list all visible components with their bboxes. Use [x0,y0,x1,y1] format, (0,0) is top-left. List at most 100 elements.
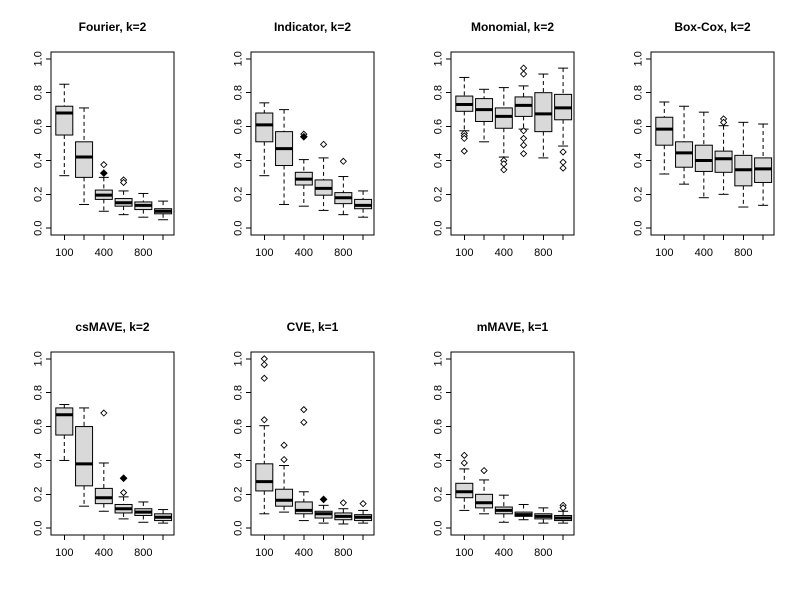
y-axis-tick-label: 1.0 [33,51,45,66]
panel-boxcox-k2: 0.0 0.2 0.4 0.6 0.8 1.0 100 400 800 Box-Cox, k=2 [600,0,800,300]
outlier-point [260,374,268,382]
y-axis-tick-label: 0.8 [33,385,45,400]
x-axis-tick-label: 400 [495,247,513,259]
x-axis-tick-label: 800 [734,247,752,259]
x-axis-tick-label: 100 [55,247,73,259]
plot-frame [450,351,575,536]
outlier-point-filled [99,169,108,178]
outlier-point [719,118,728,126]
y-axis-tick-label: 1.0 [433,51,445,66]
y-axis-tick-label: 1.0 [233,351,245,366]
outlier-point [519,127,528,135]
panel-cve-k1: 0.0 0.2 0.4 0.6 0.8 1.0 100 400 800 CVE, k=1 [200,300,400,600]
iqr-box [255,112,274,143]
outlier-point [260,416,268,424]
x-axis-tick-label: 800 [334,547,352,559]
panel-title: Box-Cox, k=2 [674,20,751,34]
monomial-boxplot-svg: 0.0 0.2 0.4 0.6 0.8 1.0 100 400 800 [433,51,575,259]
outlier-point [359,500,367,508]
outlier-point [260,355,268,363]
outlier-point [119,178,128,187]
y-axis-tick-label: 1.0 [233,51,245,66]
csmave-boxplot-svg: 0.0 0.2 0.4 0.6 0.8 1.0 100 400 800 [33,351,175,559]
y-axis-tick-label: 0.0 [433,521,445,536]
y-axis-tick-label: 0.0 [33,221,45,236]
outlier-point [460,134,468,143]
iqr-box [275,488,294,507]
outlier-point [100,161,108,169]
cve-boxplot-svg: 0.0 0.2 0.4 0.6 0.8 1.0 100 400 800 [233,351,375,559]
panel-csmave-k2: 0.0 0.2 0.4 0.6 0.8 1.0 100 400 800 csMAVE, k=2 [0,300,200,600]
outlier-point [460,451,468,459]
outlier-point [300,405,308,414]
panel-mmave-k1: 0.0 0.2 0.4 0.6 0.8 1.0 100 400 800 mMAVE, k=1 [400,300,600,600]
y-axis-tick-label: 0.8 [233,85,245,100]
outlier-point [460,147,468,155]
x-axis-tick-label: 100 [655,247,673,259]
panel-title: Indicator, k=2 [273,20,352,34]
y-axis-tick-label: 0.2 [633,187,645,202]
plot-frame [250,51,375,236]
panel-title: mMAVE, k=1 [476,320,549,334]
x-axis-tick-label: 800 [534,247,552,259]
y-axis-tick-label: 0.2 [433,487,445,502]
outlier-point [519,134,528,143]
iqr-box [55,407,74,436]
y-axis-tick-label: 0.0 [633,221,645,236]
outlier-point [300,418,308,426]
iqr-box [494,107,513,129]
x-axis-tick-label: 400 [95,247,113,259]
y-axis-tick-label: 0.6 [233,119,245,134]
y-axis-tick-label: 0.6 [433,119,445,134]
x-axis-tick-label: 100 [255,547,273,559]
y-axis-tick-label: 0.0 [433,221,445,236]
iqr-box [55,105,74,136]
indicator-boxplot-svg: 0.0 0.2 0.4 0.6 0.8 1.0 100 400 800 [233,51,375,259]
iqr-box [714,150,733,173]
panel-title: Fourier, k=2 [78,20,147,34]
panel-title: Monomial, k=2 [470,20,555,34]
outlier-point [559,158,567,166]
y-axis-tick-label: 0.0 [233,521,245,536]
x-axis-tick-label: 800 [334,247,352,259]
iqr-box [294,501,313,515]
outlier-point [519,141,528,149]
y-axis-tick-label: 0.6 [433,419,445,434]
outlier-point [339,157,347,165]
x-axis-tick-label: 100 [255,247,273,259]
y-axis-tick-label: 0.8 [233,385,245,400]
y-axis-tick-label: 0.0 [33,521,45,536]
iqr-box [675,141,694,168]
panel-monomial-k2: 0.0 0.2 0.4 0.6 0.8 1.0 100 400 800 Monomial, k=… [400,0,600,300]
y-axis-tick-label: 0.4 [233,453,245,468]
y-axis-tick-label: 0.2 [233,187,245,202]
y-axis-tick-label: 0.4 [433,453,445,468]
y-axis-tick-label: 0.8 [433,385,445,400]
plot-frame [250,351,375,536]
outlier-point [280,455,288,464]
y-axis-tick-label: 0.8 [433,85,445,100]
x-axis-tick-label: 100 [55,547,73,559]
boxcox-boxplot-svg: 0.0 0.2 0.4 0.6 0.8 1.0 100 400 800 [633,51,775,259]
panel-fourier-k2: 0.0 0.2 0.4 0.6 0.8 1.0 100 400 800 Fourier, k=2 [0,0,200,300]
outlier-point [519,64,528,72]
outlier-point [559,148,567,156]
panel-indicator-k2: 0.0 0.2 0.4 0.6 0.8 1.0 100 400 800 Indicator, k… [200,0,400,300]
iqr-box [255,463,274,492]
y-axis-tick-label: 0.4 [233,153,245,168]
plot-frame [450,51,575,236]
outlier-point [280,441,288,449]
y-axis-tick-label: 0.8 [633,85,645,100]
outlier-point-filled [299,132,308,141]
mmave-boxplot-svg: 0.0 0.2 0.4 0.6 0.8 1.0 100 400 800 [433,351,575,559]
plot-frame [650,51,775,236]
outlier-point-filled [319,495,328,504]
x-axis-tick-label: 400 [295,247,313,259]
y-axis-tick-label: 0.6 [633,119,645,134]
y-axis-tick-label: 0.4 [33,453,45,468]
outlier-point [319,140,328,148]
outlier-point [519,70,528,78]
outlier-point [100,409,108,417]
x-axis-tick-label: 400 [695,247,713,259]
y-axis-tick-label: 0.6 [33,419,45,434]
